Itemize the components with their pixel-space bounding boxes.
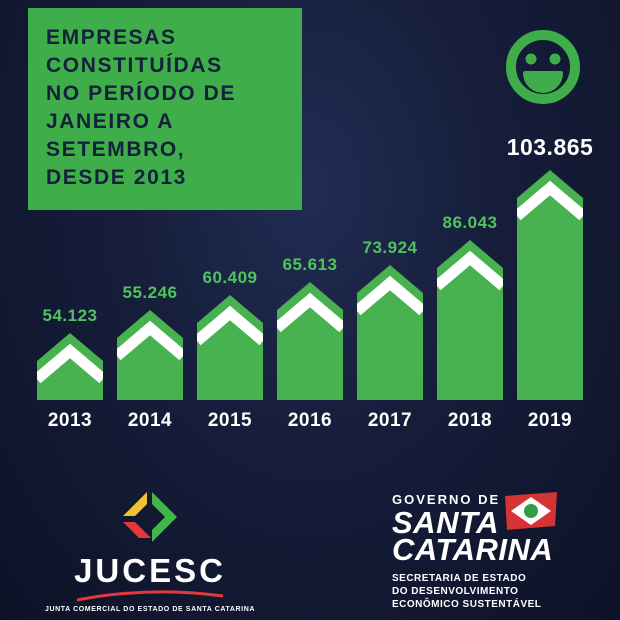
bar xyxy=(37,333,103,400)
bar-year-label: 2014 xyxy=(127,410,173,431)
secretaria-line: DO DESENVOLVIMENTO xyxy=(392,586,519,597)
secretaria-line: ECONÔMICO SUSTENTÁVEL xyxy=(392,599,542,610)
bar xyxy=(357,265,423,400)
bar xyxy=(517,170,583,400)
bar-value-label: 55.246 xyxy=(122,283,178,302)
title-line: JANEIRO A xyxy=(46,110,174,133)
catarina-label: CATARINA xyxy=(392,532,554,567)
bar-year-label: 2017 xyxy=(367,410,413,431)
jucesc-underline-swoosh xyxy=(76,590,224,602)
governo-de-label: GOVERNO DE xyxy=(392,492,501,507)
bar-column: 103.865 2019 xyxy=(507,134,593,432)
jucesc-tagline: JUNTA COMERCIAL DO ESTADO DE SANTA CATAR… xyxy=(45,606,256,613)
bar xyxy=(197,295,263,400)
jucesc-logo-icon xyxy=(123,492,177,542)
secretaria-line: SECRETARIA DE ESTADO xyxy=(392,573,527,584)
bar-value-label: 60.409 xyxy=(202,268,258,287)
bar-column: 86.043 2018 xyxy=(437,213,503,432)
bar-value-label: 54.123 xyxy=(42,306,98,325)
jucesc-wordmark: JUCESC xyxy=(74,552,226,589)
title-line: DESDE 2013 xyxy=(46,166,187,189)
title-line: NO PERÍODO DE xyxy=(46,82,236,105)
bar-year-label: 2016 xyxy=(287,410,333,431)
bar-value-label: 73.924 xyxy=(362,238,418,257)
governo-logo: GOVERNO DE SANTA CATARINA SECRETARIA DE … xyxy=(392,492,607,611)
secretaria-text: SECRETARIA DE ESTADO DO DESENVOLVIMENTO … xyxy=(392,572,607,611)
bar-year-label: 2018 xyxy=(447,410,493,431)
bar-column: 54.123 2013 xyxy=(37,306,103,432)
bar-value-label: 103.865 xyxy=(506,134,594,160)
bar xyxy=(117,310,183,400)
bar-year-label: 2015 xyxy=(207,410,253,431)
bar-year-label: 2013 xyxy=(47,410,93,431)
jucesc-logo: JUCESC JUNTA COMERCIAL DO ESTADO DE SANT… xyxy=(45,490,254,613)
title-box: EMPRESAS CONSTITUÍDAS NO PERÍODO DE JANE… xyxy=(28,8,302,210)
bar-column: 55.246 2014 xyxy=(117,283,183,432)
smiley-icon xyxy=(504,28,582,106)
bar-year-label: 2019 xyxy=(527,410,573,431)
bar-value-label: 65.613 xyxy=(282,255,338,274)
title-line: CONSTITUÍDAS xyxy=(46,54,223,77)
bar-value-label: 86.043 xyxy=(442,213,498,232)
bar xyxy=(437,240,503,400)
bar-column: 60.409 2015 xyxy=(197,268,263,432)
bar-chart: 54.123 2013 55.246 2014 60.409 2015 65.613 2016… xyxy=(37,134,593,432)
title-line: EMPRESAS xyxy=(46,26,177,49)
bar-column: 73.924 2017 xyxy=(357,238,423,432)
santa-catarina-flag-icon xyxy=(505,492,557,530)
bar-column: 65.613 2016 xyxy=(277,255,343,432)
santa-label: SANTA xyxy=(392,505,499,540)
bar xyxy=(277,282,343,400)
title-line: SETEMBRO, xyxy=(46,138,186,161)
